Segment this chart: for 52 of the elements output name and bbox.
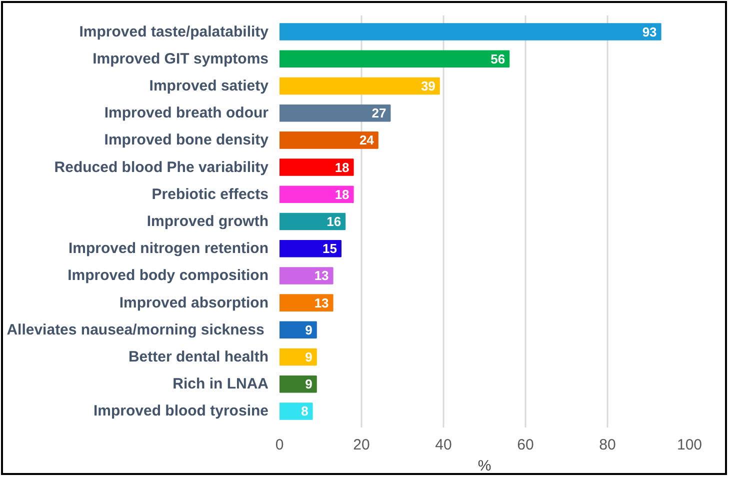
data-label: 93 (642, 24, 657, 40)
data-label: 9 (305, 376, 312, 392)
x-tick-label: 80 (599, 436, 616, 454)
data-label: 16 (326, 214, 342, 229)
data-label: 39 (420, 78, 436, 94)
y-tick-label: Reduced blood Phe variability (54, 158, 270, 176)
data-label: 18 (334, 160, 350, 175)
bar (280, 240, 342, 258)
bar (280, 212, 346, 230)
data-label: 13 (314, 295, 329, 310)
y-tick-label: Improved absorption (119, 294, 269, 312)
y-tick-label: Prebiotic effects (152, 186, 269, 203)
data-label: 13 (314, 268, 329, 284)
data-label: 24 (359, 132, 375, 148)
y-tick-label: Rich in LNAA (172, 376, 269, 393)
x-axis-title: % (478, 458, 492, 474)
x-tick-label: 60 (517, 436, 534, 454)
bar (280, 267, 334, 284)
bar (280, 348, 317, 366)
bar (280, 104, 391, 122)
x-tick-label: 100 (676, 436, 702, 454)
data-label: 8 (301, 404, 308, 419)
y-tick-label: Improved blood tyrosine (93, 402, 269, 420)
bar (280, 50, 510, 68)
data-label: 15 (322, 241, 338, 256)
y-tick-label: Improved taste/palatability (79, 23, 270, 40)
data-label: 9 (305, 350, 312, 365)
bar (280, 158, 354, 176)
bar (280, 402, 313, 420)
bar (280, 321, 317, 339)
y-tick-label: Improved nitrogen retention (68, 240, 269, 258)
y-tick-label: Improved breath odour (104, 104, 269, 122)
y-tick-label: Improved GIT symptoms (92, 50, 269, 68)
x-tick-label: 20 (353, 436, 370, 454)
y-tick-label: Alleviates nausea/morning sickness (6, 321, 264, 338)
bar (280, 294, 334, 312)
y-tick-label: Improved bone density (104, 132, 270, 149)
bar (280, 376, 317, 393)
bar (280, 23, 662, 40)
bar (280, 77, 440, 95)
y-tick-label: Better dental health (128, 348, 269, 366)
data-label: 18 (334, 186, 350, 202)
bar (280, 132, 378, 149)
bar (280, 186, 354, 204)
x-tick-label: 40 (435, 436, 452, 454)
data-label: 9 (305, 322, 312, 338)
x-tick-label: 0 (275, 436, 284, 454)
y-tick-label: Improved growth (146, 213, 268, 230)
data-label: 27 (372, 106, 386, 121)
y-tick-label: Improved satiety (149, 77, 270, 94)
y-tick-label: Improved body composition (68, 267, 269, 284)
data-label: 56 (490, 51, 506, 66)
